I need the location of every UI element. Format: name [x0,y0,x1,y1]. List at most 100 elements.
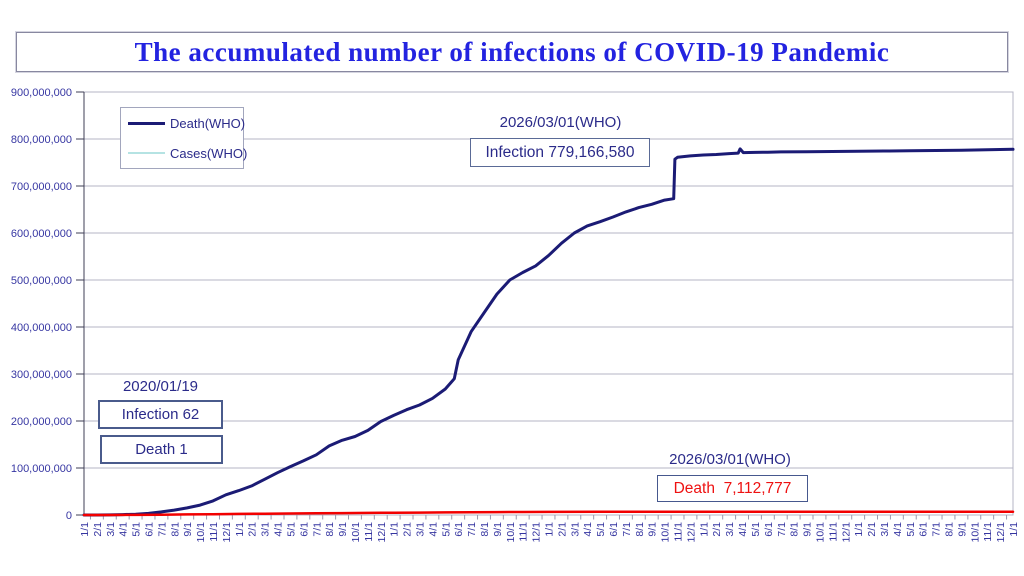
legend-label-cases: Cases(WHO) [170,145,248,161]
svg-text:7/1: 7/1 [156,522,168,537]
svg-text:2/1: 2/1 [556,522,568,537]
svg-text:9/1: 9/1 [492,522,504,537]
svg-text:11/1: 11/1 [827,522,839,542]
svg-text:3/1: 3/1 [105,522,117,537]
svg-text:11/1: 11/1 [673,522,685,542]
svg-text:5/1: 5/1 [285,522,297,537]
svg-text:9/1: 9/1 [802,522,814,537]
svg-text:5/1: 5/1 [750,522,762,537]
svg-text:1/1: 1/1 [389,522,401,537]
legend-item-death: Death(WHO) [121,115,246,131]
svg-text:3/1: 3/1 [569,522,581,537]
svg-text:200,000,000: 200,000,000 [11,416,72,428]
svg-text:12/1: 12/1 [995,522,1007,543]
svg-text:5/1: 5/1 [905,522,917,537]
svg-text:7/1: 7/1 [311,522,323,537]
svg-text:4/1: 4/1 [582,522,594,537]
svg-text:9/1: 9/1 [956,522,968,537]
svg-text:500,000,000: 500,000,000 [11,275,72,287]
page-title: The accumulated number of infections of … [134,36,890,67]
svg-text:1/1: 1/1 [544,522,556,537]
svg-text:6/1: 6/1 [453,522,465,537]
svg-text:400,000,000: 400,000,000 [11,322,72,334]
svg-text:4/1: 4/1 [427,522,439,537]
annotation-start-date: 2020/01/19 [122,378,199,395]
svg-text:6/1: 6/1 [918,522,930,537]
legend-item-cases: Cases(WHO) [121,146,247,161]
svg-text:6/1: 6/1 [608,522,620,537]
annotation-latest-death-date: 2026/03/01(WHO) [669,451,791,468]
svg-text:1/1: 1/1 [79,522,91,537]
svg-text:800,000,000: 800,000,000 [11,134,72,146]
svg-text:700,000,000: 700,000,000 [11,181,72,193]
svg-text:3/1: 3/1 [879,522,891,537]
svg-text:11/1: 11/1 [518,522,530,542]
svg-text:3/1: 3/1 [260,522,272,537]
svg-text:900,000,000: 900,000,000 [11,87,72,99]
svg-text:1/1: 1/1 [1008,522,1020,537]
chart-legend: Death(WHO) Cases(WHO) [120,107,247,169]
svg-text:100,000,000: 100,000,000 [11,463,72,475]
svg-text:9/1: 9/1 [647,522,659,537]
svg-text:5/1: 5/1 [131,522,143,537]
svg-text:1/1: 1/1 [853,522,865,537]
annotation-latest-death-value: Death 7,112,777 [657,475,808,502]
svg-text:12/1: 12/1 [221,522,233,543]
svg-text:11/1: 11/1 [982,522,994,542]
svg-text:3/1: 3/1 [724,522,736,537]
annotation-start-death: Death 1 [100,435,223,464]
svg-text:600,000,000: 600,000,000 [11,228,72,240]
svg-text:6/1: 6/1 [763,522,775,537]
svg-text:12/1: 12/1 [376,522,388,543]
svg-text:10/1: 10/1 [660,522,672,543]
svg-text:6/1: 6/1 [144,522,156,537]
svg-text:12/1: 12/1 [531,522,543,543]
svg-text:10/1: 10/1 [195,522,207,543]
svg-text:1/1: 1/1 [234,522,246,537]
svg-text:8/1: 8/1 [324,522,336,537]
svg-text:11/1: 11/1 [363,522,375,542]
svg-text:7/1: 7/1 [931,522,943,537]
svg-text:5/1: 5/1 [595,522,607,537]
svg-text:9/1: 9/1 [337,522,349,537]
annotation-latest-infection-value: Infection 779,166,580 [470,138,650,167]
svg-text:2/1: 2/1 [866,522,878,537]
svg-text:1/1: 1/1 [698,522,710,537]
svg-text:9/1: 9/1 [182,522,194,537]
legend-label-death: Death(WHO) [170,115,246,131]
svg-text:4/1: 4/1 [737,522,749,537]
svg-text:7/1: 7/1 [776,522,788,537]
svg-text:8/1: 8/1 [943,522,955,537]
svg-text:300,000,000: 300,000,000 [11,369,72,381]
annotation-start-infection: Infection 62 [98,400,223,429]
svg-text:10/1: 10/1 [505,522,517,543]
annotation-latest-infection-date: 2026/03/01(WHO) [499,114,622,131]
svg-text:12/1: 12/1 [685,522,697,543]
cases-line-swatch [128,152,165,154]
svg-text:8/1: 8/1 [634,522,646,537]
svg-text:10/1: 10/1 [814,522,826,543]
svg-text:8/1: 8/1 [479,522,491,537]
svg-text:4/1: 4/1 [118,522,130,537]
death-line-swatch [128,121,165,125]
svg-text:2/1: 2/1 [711,522,723,537]
svg-text:2/1: 2/1 [247,522,259,537]
svg-text:4/1: 4/1 [892,522,904,537]
svg-text:10/1: 10/1 [350,522,362,543]
svg-text:6/1: 6/1 [298,522,310,537]
svg-text:3/1: 3/1 [414,522,426,537]
svg-text:7/1: 7/1 [466,522,478,537]
svg-text:4/1: 4/1 [273,522,285,537]
svg-text:2/1: 2/1 [402,522,414,537]
svg-text:7/1: 7/1 [621,522,633,537]
svg-text:0: 0 [66,510,72,522]
svg-text:2/1: 2/1 [92,522,104,537]
svg-text:12/1: 12/1 [840,522,852,543]
svg-text:11/1: 11/1 [208,522,220,542]
svg-text:8/1: 8/1 [789,522,801,537]
chart-title-box: The accumulated number of infections of … [16,32,1008,72]
svg-text:8/1: 8/1 [169,522,181,537]
svg-text:5/1: 5/1 [440,522,452,537]
